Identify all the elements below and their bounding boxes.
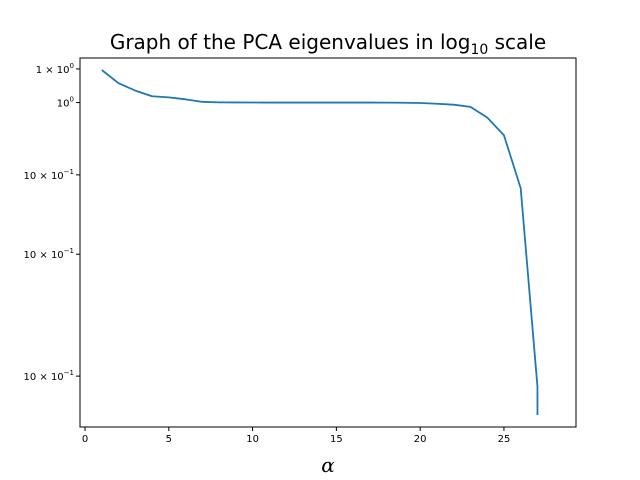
y-tick-label-exponent: 0 <box>70 96 74 104</box>
chart-title-prefix: Graph of the PCA eigenvalues in log <box>110 30 471 54</box>
y-tick-label: 100 <box>57 96 74 110</box>
chart-title-subscript: 10 <box>470 42 488 58</box>
x-axis-label: α <box>321 453 335 477</box>
x-tick-label: 15 <box>330 434 343 445</box>
y-tick-label-base: 1 × 10 <box>36 65 70 76</box>
y-tick-label: 10 × 10−1 <box>23 168 74 182</box>
axes-frame <box>79 57 577 428</box>
y-tick-label: 1 × 100 <box>36 62 74 76</box>
chart-title: Graph of the PCA eigenvalues in log10 sc… <box>110 30 546 58</box>
y-tick-label-base: 10 <box>57 99 70 110</box>
x-tick-label: 20 <box>414 434 427 445</box>
chart-title-suffix: scale <box>488 30 546 54</box>
y-tick-label-base: 10 × 10 <box>23 171 63 182</box>
y-tick-label-base: 10 × 10 <box>23 250 63 261</box>
y-tick-label: 10 × 10−1 <box>23 247 74 261</box>
x-tick-label: 0 <box>82 434 88 445</box>
y-tick-label-exponent: −1 <box>64 369 74 377</box>
x-tick-label: 5 <box>166 434 172 445</box>
y-tick-label-base: 10 × 10 <box>23 372 63 383</box>
x-tick-label: 25 <box>498 434 511 445</box>
eigenvalue-series-line <box>101 69 539 415</box>
y-tick-label-exponent: −1 <box>64 168 74 176</box>
x-axis-ticks: 0 5 10 15 20 25 <box>82 427 510 445</box>
y-tick-label-exponent: 0 <box>70 62 74 70</box>
y-tick-label: 10 × 10−1 <box>23 369 74 383</box>
y-tick-label-exponent: −1 <box>64 247 74 255</box>
series-layer <box>101 69 539 415</box>
x-tick-label: 10 <box>246 434 259 445</box>
